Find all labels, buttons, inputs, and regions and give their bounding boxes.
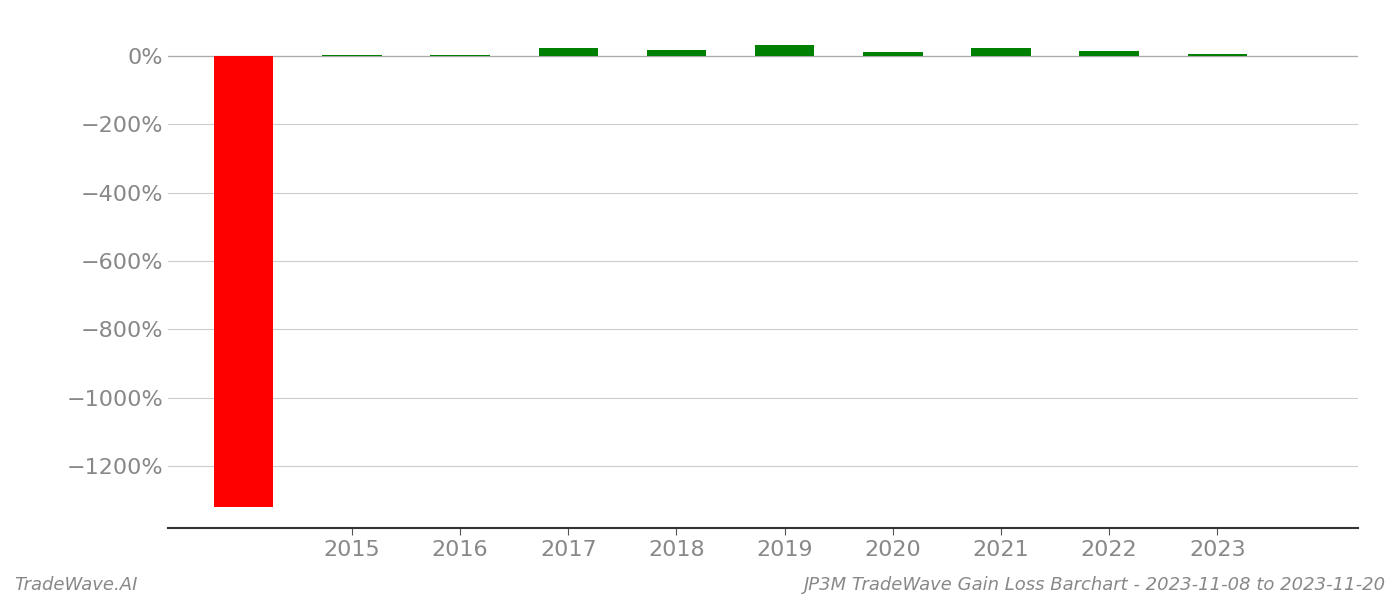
Bar: [214, 56, 273, 508]
Bar: [972, 48, 1030, 56]
Bar: [430, 55, 490, 56]
Bar: [862, 52, 923, 56]
Text: JP3M TradeWave Gain Loss Barchart - 2023-11-08 to 2023-11-20: JP3M TradeWave Gain Loss Barchart - 2023…: [804, 576, 1386, 594]
Text: TradeWave.AI: TradeWave.AI: [14, 576, 137, 594]
Bar: [1187, 53, 1247, 56]
Bar: [1079, 51, 1140, 56]
Bar: [755, 45, 815, 56]
Bar: [647, 50, 706, 56]
Bar: [539, 48, 598, 56]
